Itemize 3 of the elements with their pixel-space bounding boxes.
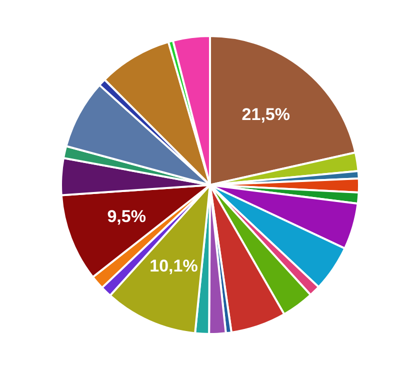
data-label: 10,1% [150, 256, 198, 276]
data-label: 21,5% [242, 104, 290, 124]
data-label: 9,5% [107, 206, 146, 226]
